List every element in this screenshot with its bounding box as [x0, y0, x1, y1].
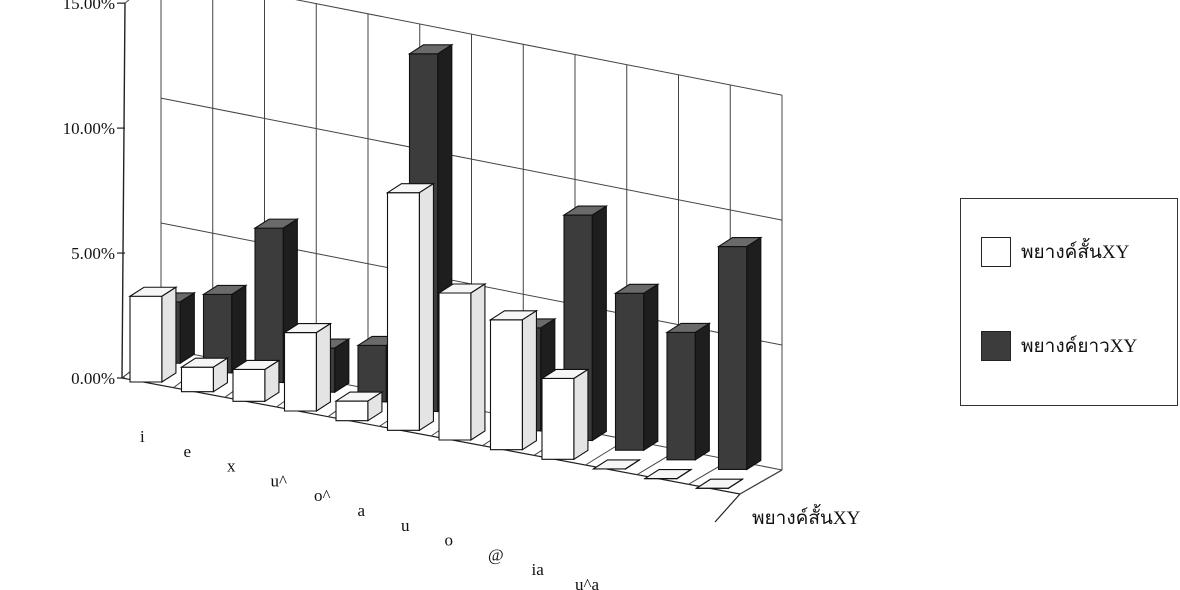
bar-short-7: [488, 309, 539, 451]
bar-short-1: [179, 357, 230, 393]
y-tick-label: 15.00%: [63, 0, 115, 13]
legend-swatch-long: [981, 331, 1011, 361]
bar-short-10: [643, 468, 693, 480]
x-category-label: e: [184, 442, 192, 461]
bar-short-7-face: [521, 309, 537, 451]
x-category-label: ia: [532, 560, 545, 579]
x-category-label: x: [227, 457, 236, 476]
y-tick-label: 0.00%: [71, 369, 115, 388]
y-tick-label: 10.00%: [63, 119, 115, 138]
bar-short-3-face: [283, 332, 317, 412]
bar-short-6-face: [438, 292, 472, 441]
bar-short-1-face: [212, 357, 228, 393]
bar-long-11: [716, 236, 763, 471]
x-category-label: u: [401, 516, 410, 535]
bar-short-11-face: [727, 478, 743, 490]
bar-short-6-face: [470, 282, 486, 442]
bar-long-11-face: [717, 245, 748, 471]
x-category-label: o: [445, 531, 454, 550]
bar-short-5-face: [386, 192, 420, 431]
bar-long-3-face: [334, 338, 350, 394]
bar-short-2: [231, 359, 281, 403]
bar-short-5: [385, 182, 436, 432]
bar-short-0-face: [129, 295, 163, 383]
bar-long-2-face: [254, 227, 284, 384]
y-tick-label: 5.00%: [71, 244, 115, 263]
chart-legend: พยางค์สั้นXY พยางค์ยาวXY: [960, 198, 1178, 406]
bar-short-6: [437, 282, 487, 442]
bar-short-0-face: [161, 286, 177, 384]
bar-short-9: [591, 458, 642, 471]
x-category-label: u^: [271, 471, 288, 490]
bar-short-3-face: [315, 322, 331, 413]
side-wall-line: [124, 0, 130, 4]
floor-divider: [739, 469, 783, 495]
bar-short-0: [128, 286, 178, 384]
bar-long-9: [613, 283, 660, 452]
bar-short-4: [334, 391, 384, 422]
bar-long-1-face: [231, 284, 247, 374]
depth-axis-line: [714, 493, 741, 523]
bar-long-8-face: [591, 205, 607, 442]
x-category-label: u^a: [575, 575, 599, 590]
bar-long-11-face: [746, 236, 762, 471]
bar-long-1: [201, 284, 248, 374]
x-category-label: i: [140, 427, 145, 446]
x-category-label: o^: [314, 486, 331, 505]
legend-label-short: พยางค์สั้นXY: [1021, 242, 1130, 263]
bar-short-2-face: [232, 368, 266, 402]
bar-long-10-face: [694, 322, 710, 461]
legend-item-long: พยางค์ยาวXY: [981, 331, 1137, 361]
legend-swatch-short: [981, 237, 1011, 267]
bar-short-8-face: [573, 368, 589, 461]
legend-label-long: พยางค์ยาวXY: [1021, 336, 1138, 357]
bar-short-2-face: [264, 359, 280, 403]
chart-plot: 0.00%5.00%10.00%15.00%iexu^o^auo@iau^aua…: [63, 0, 861, 590]
bar-long-0-face: [179, 291, 195, 365]
depth-axis-label: พยางค์สั้นXY: [752, 504, 861, 529]
bar-long-10-face: [666, 331, 696, 461]
bar-short-5-face: [418, 182, 434, 432]
bar-long-10: [665, 322, 712, 461]
bar-short-9-face: [624, 458, 640, 471]
bar-short-1-face: [180, 366, 214, 393]
bar-long-9-face: [614, 292, 645, 451]
bar-short-4-face: [335, 400, 369, 422]
bar-long-9-face: [643, 283, 659, 452]
x-category-label: a: [358, 501, 366, 520]
bar-short-8-face: [541, 377, 575, 460]
bar-short-7-face: [489, 319, 523, 451]
bar-short-8: [540, 368, 590, 461]
bar-short-3: [282, 322, 333, 413]
bar-short-11: [694, 478, 745, 490]
x-category-label: @: [488, 545, 504, 564]
legend-item-short: พยางค์สั้นXY: [981, 237, 1129, 267]
y-axis-line: [121, 3, 126, 379]
bar-short-10-face: [676, 468, 692, 480]
bar-short-4-face: [367, 391, 383, 422]
